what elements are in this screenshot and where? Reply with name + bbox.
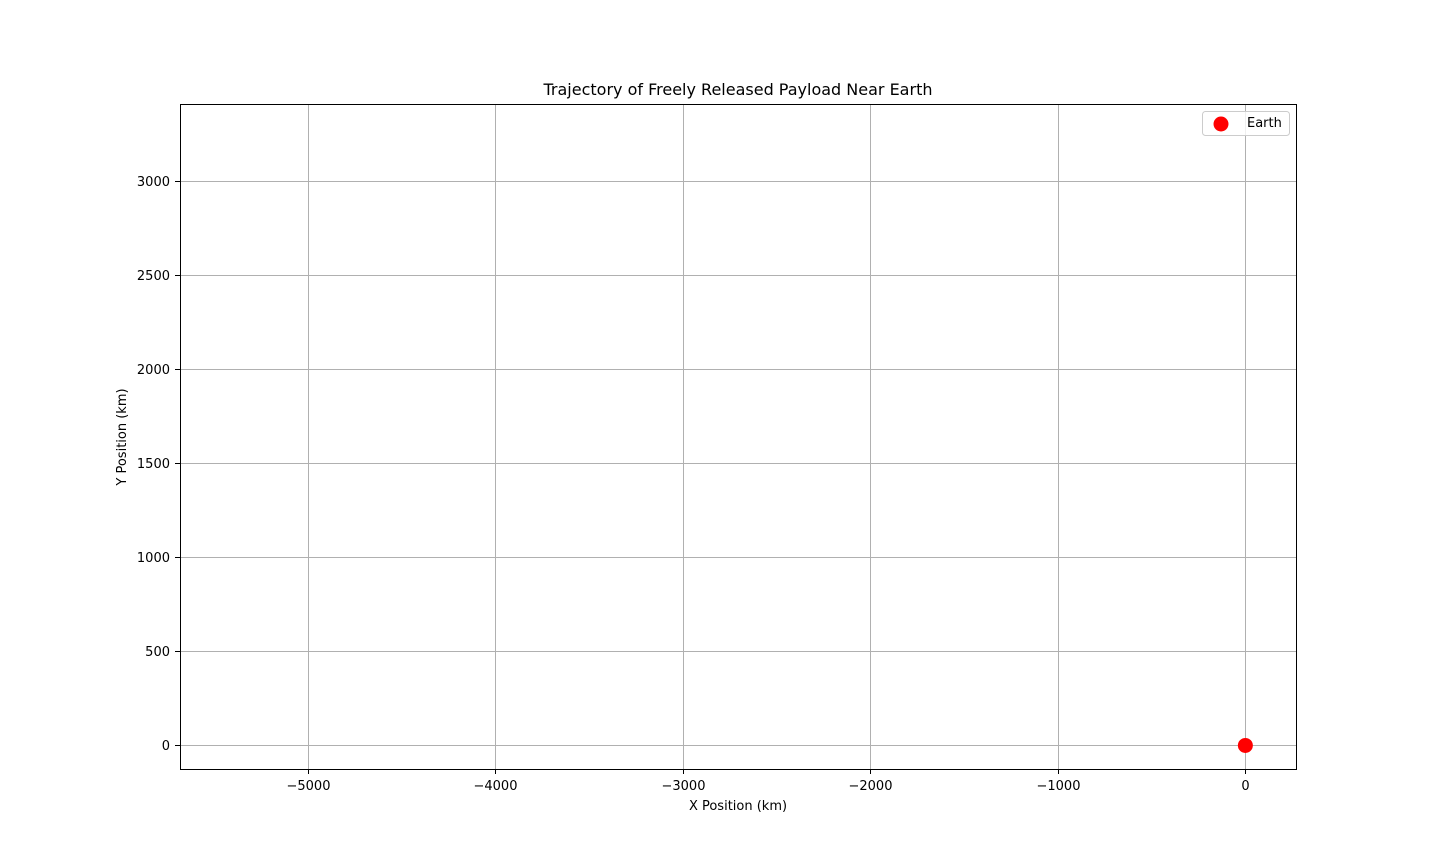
x-axis-label: X Position (km) xyxy=(689,799,787,814)
y-axis-ticks: 0 500 1000 1500 2000 2500 3000 xyxy=(137,175,180,754)
x-tick-label: −5000 xyxy=(287,779,331,794)
y-tick-label: 0 xyxy=(162,739,170,754)
legend-label-earth: Earth xyxy=(1247,116,1282,131)
chart-title: Trajectory of Freely Released Payload Ne… xyxy=(543,80,933,99)
y-tick-label: 1000 xyxy=(137,551,170,566)
data-point-earth xyxy=(1237,737,1253,753)
plot-data xyxy=(1237,737,1253,753)
x-tick-label: −2000 xyxy=(849,779,893,794)
x-tick-label: −3000 xyxy=(662,779,706,794)
y-tick-label: 2000 xyxy=(137,363,170,378)
y-tick-label: 3000 xyxy=(137,175,170,190)
grid xyxy=(180,104,1296,769)
y-tick-label: 1500 xyxy=(137,457,170,472)
y-axis-label: Y Position (km) xyxy=(115,388,130,486)
legend-marker-earth xyxy=(1213,116,1229,132)
y-tick-label: 500 xyxy=(145,645,170,660)
x-axis-ticks: −5000 −4000 −3000 −2000 −1000 0 xyxy=(287,769,1250,794)
x-tick-label: −4000 xyxy=(474,779,518,794)
x-tick-label: −1000 xyxy=(1037,779,1081,794)
legend: Earth xyxy=(1202,111,1290,136)
x-tick-label: 0 xyxy=(1241,779,1249,794)
plot-frame xyxy=(180,104,1297,770)
y-tick-label: 2500 xyxy=(137,269,170,284)
